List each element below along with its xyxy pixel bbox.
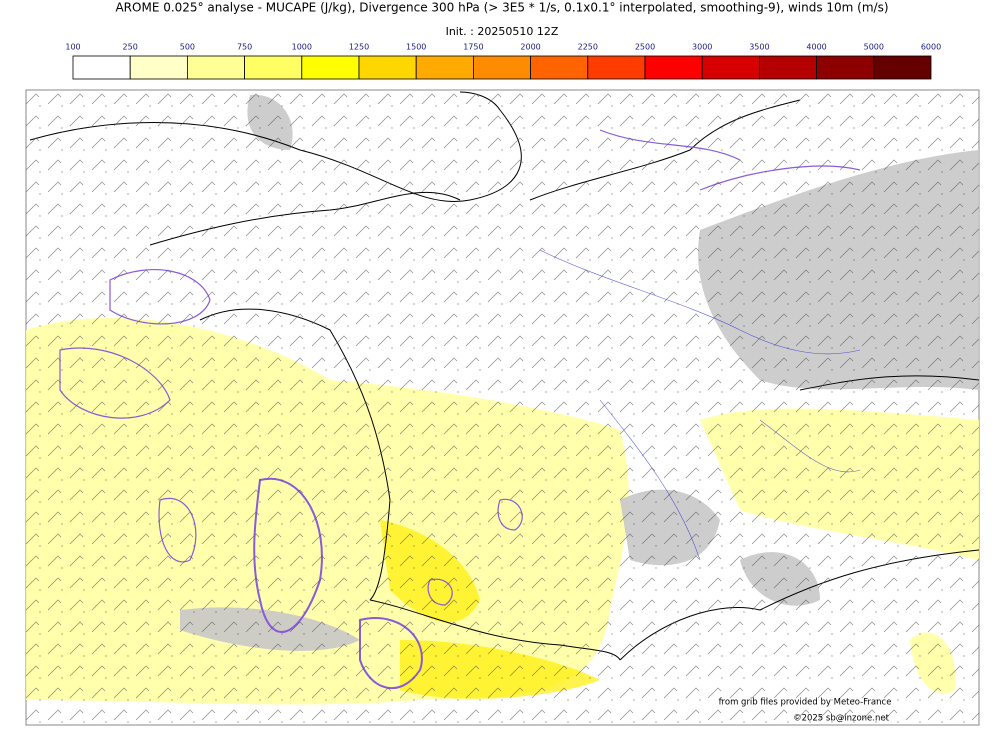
colorbar-swatch: [186, 55, 245, 80]
colorbar: 100 250 500 750 1000 1250 1500 1750 2000 2250 2500…: [65, 43, 941, 80]
colorbar-swatch: [72, 55, 131, 80]
colorbar-swatch: [415, 55, 474, 80]
colorbar-swatch: [587, 55, 646, 80]
colorbar-label: 1250: [349, 43, 369, 52]
colorbar-swatch: [244, 55, 303, 80]
colorbar-label: 750: [237, 43, 252, 52]
map: [25, 89, 980, 726]
colorbar-swatch: [816, 55, 875, 80]
colorbar-swatch: [301, 55, 360, 80]
colorbar-label: 500: [180, 43, 195, 52]
colorbar-label: 1500: [406, 43, 426, 52]
init-time: Init. : 20250510 12Z: [446, 25, 559, 38]
colorbar-label: 2250: [578, 43, 598, 52]
credit: from grib files provided by Meteo-France: [719, 698, 892, 708]
colorbar-label: 100: [65, 43, 80, 52]
colorbar-label: 3500: [749, 43, 769, 52]
colorbar-label: 2000: [520, 43, 540, 52]
colorbar-label: 1000: [292, 43, 312, 52]
colorbar-label: 5000: [864, 43, 884, 52]
title: AROME 0.025° analyse - MUCAPE (J/kg), Di…: [115, 1, 888, 15]
colorbar-swatch: [759, 55, 818, 80]
colorbar-swatch: [701, 55, 760, 80]
colorbar-swatch: [129, 55, 188, 80]
colorbar-label: 1750: [463, 43, 483, 52]
colorbar-swatch: [644, 55, 703, 80]
credit: ©2025 sb@inzone.net: [793, 714, 890, 724]
colorbar-label: 250: [123, 43, 138, 52]
wind-barbs: [26, 90, 979, 725]
colorbar-swatch: [873, 55, 932, 80]
colorbar-label: 4000: [806, 43, 826, 52]
colorbar-label: 6000: [921, 43, 941, 52]
colorbar-label: 2500: [635, 43, 655, 52]
colorbar-label: 3000: [692, 43, 712, 52]
colorbar-swatch: [472, 55, 531, 80]
colorbar-swatch: [530, 55, 589, 80]
colorbar-swatch: [358, 55, 417, 80]
